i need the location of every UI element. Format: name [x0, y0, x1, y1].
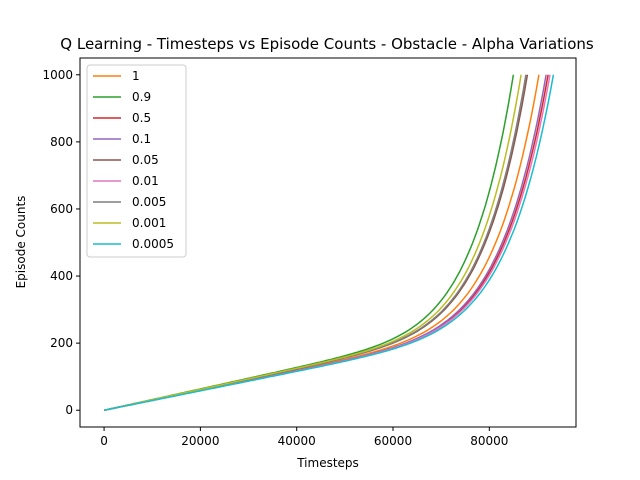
x-axis: 0 20000 40000 60000 80000: [100, 427, 508, 448]
y-tick-label: 200: [50, 336, 73, 350]
y-tick-label: 400: [50, 269, 73, 283]
x-axis-label: Timesteps: [296, 456, 359, 470]
legend-entry-label: 0.05: [132, 153, 159, 167]
legend-entry-label: 0.005: [132, 195, 166, 209]
legend-box: [86, 64, 187, 258]
legend: 1 0.9 0.5 0.1 0.05 0.01 0.005 0.001 0.0005: [86, 64, 187, 258]
y-axis: 0 200 400 600 800 1000: [42, 68, 80, 417]
legend-entry-label: 0.1: [132, 132, 151, 146]
legend-entry-label: 0.0005: [132, 237, 174, 251]
x-tick-label: 20000: [181, 434, 219, 448]
chart-title: Q Learning - Timesteps vs Episode Counts…: [60, 35, 594, 53]
legend-entry-label: 0.001: [132, 216, 166, 230]
x-tick-label: 60000: [374, 434, 412, 448]
y-tick-label: 0: [65, 403, 73, 417]
x-tick-label: 40000: [278, 434, 316, 448]
plot-frame: [79, 57, 577, 428]
series-lines: [103, 74, 555, 411]
legend-entry-label: 0.01: [132, 174, 159, 188]
y-tick-label: 1000: [42, 68, 73, 82]
series-line-0_001: [103, 74, 522, 411]
y-axis-label: Episode Counts: [14, 196, 28, 289]
x-tick-label: 80000: [470, 434, 508, 448]
x-tick-label: 0: [100, 434, 108, 448]
series-line-0_0005: [103, 74, 555, 411]
y-tick-label: 600: [50, 202, 73, 216]
legend-entry-label: 0.9: [132, 90, 151, 104]
legend-entry-label: 0.5: [132, 111, 151, 125]
legend-entry-label: 1: [132, 69, 140, 83]
y-tick-label: 800: [50, 135, 73, 149]
